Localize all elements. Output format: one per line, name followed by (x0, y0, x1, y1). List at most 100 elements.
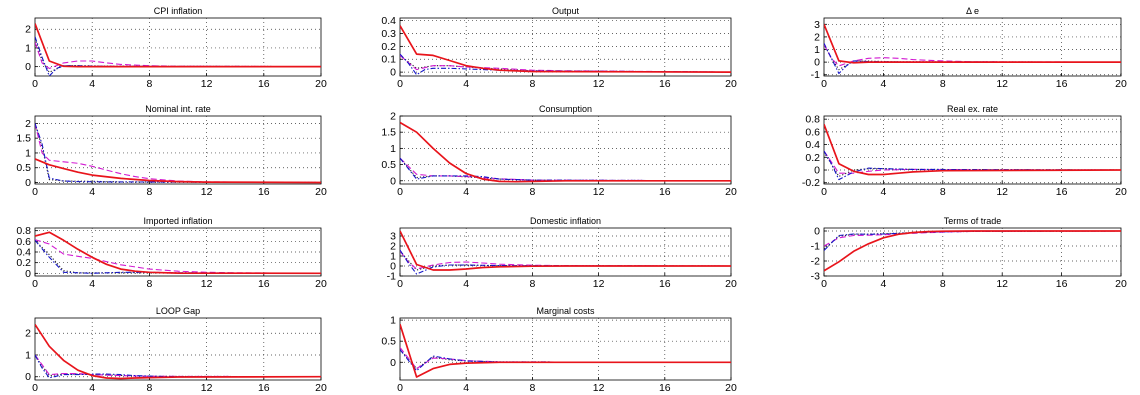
panel-title: LOOP Gap (156, 306, 200, 316)
x-tick-label: 0 (397, 278, 403, 290)
y-tick-label: 2 (25, 24, 31, 36)
x-tick-label: 0 (397, 382, 403, 394)
panel-title: Consumption (539, 104, 592, 114)
x-tick-label: 0 (397, 78, 403, 90)
x-tick-label: 12 (593, 186, 605, 198)
x-tick-label: 4 (880, 278, 886, 290)
x-tick-label: 12 (593, 278, 605, 290)
x-tick-label: 20 (725, 186, 737, 198)
panel-title: Nominal int. rate (145, 104, 211, 114)
x-tick-label: 4 (463, 78, 469, 90)
x-tick-label: 0 (821, 78, 827, 90)
x-tick-label: 0 (32, 382, 38, 394)
series-line-dash (400, 157, 731, 182)
y-tick-label: 0.4 (381, 15, 396, 27)
x-tick-label: 4 (89, 382, 95, 394)
series-line-solid (400, 324, 731, 378)
y-tick-label: 0.6 (805, 126, 820, 138)
panel-title: CPI inflation (154, 6, 203, 16)
y-tick-label: 1 (25, 147, 31, 159)
y-tick-label: 0 (814, 57, 820, 69)
y-tick-label: 0 (814, 226, 820, 238)
y-tick-label: 0.4 (16, 247, 31, 259)
x-tick-label: 16 (1056, 78, 1068, 90)
y-tick-label: -1 (387, 271, 396, 283)
x-tick-label: 20 (1115, 78, 1127, 90)
y-tick-label: 1 (390, 143, 396, 155)
x-tick-label: 0 (821, 278, 827, 290)
series-line-dotted (400, 349, 731, 370)
series-line-dash (824, 150, 1121, 174)
y-tick-label: 1 (25, 42, 31, 54)
x-tick-label: 8 (146, 278, 152, 290)
y-tick-label: 0.5 (16, 162, 31, 174)
y-tick-label: 1.5 (16, 133, 31, 145)
x-tick-label: 20 (1115, 186, 1127, 198)
x-tick-label: 8 (940, 186, 946, 198)
y-tick-label: 0 (390, 357, 396, 369)
panel-title: Imported inflation (143, 216, 212, 226)
x-tick-label: 4 (89, 78, 95, 90)
y-tick-label: 0.2 (381, 41, 396, 53)
x-tick-label: 16 (258, 78, 270, 90)
x-tick-label: 20 (315, 78, 327, 90)
x-tick-label: 8 (146, 186, 152, 198)
series-line-solid (400, 121, 731, 183)
y-tick-label: 0 (390, 175, 396, 187)
y-tick-label: -1 (811, 69, 820, 81)
series-line-dash (400, 250, 731, 270)
y-tick-label: -2 (811, 256, 820, 268)
x-tick-label: 20 (1115, 278, 1127, 290)
x-tick-label: 12 (593, 78, 605, 90)
panel-title: Domestic inflation (530, 216, 601, 226)
series-line-dashdot (400, 53, 731, 76)
plot-area (34, 227, 322, 277)
y-tick-label: 0 (25, 371, 31, 383)
x-tick-label: 0 (32, 78, 38, 90)
y-tick-label: 0.6 (16, 236, 31, 248)
y-tick-label: 2 (814, 31, 820, 43)
panel-title: Output (552, 6, 580, 16)
x-tick-label: 4 (463, 278, 469, 290)
y-tick-label: 0.1 (381, 54, 396, 66)
y-tick-label: 0 (390, 67, 396, 79)
series-line-dashdot (400, 249, 731, 275)
panel-title: Δ e (966, 6, 979, 16)
x-tick-label: 20 (315, 382, 327, 394)
x-tick-label: 12 (996, 278, 1008, 290)
y-tick-label: 1 (25, 349, 31, 361)
x-tick-label: 8 (940, 278, 946, 290)
x-tick-label: 12 (996, 78, 1008, 90)
x-tick-label: 4 (463, 382, 469, 394)
panel-title: Terms of trade (944, 216, 1002, 226)
series-line-dashdot (824, 150, 1121, 181)
x-tick-label: 16 (258, 278, 270, 290)
y-tick-label: 3 (814, 19, 820, 31)
panel-5: Consumption 0 4 8 12 16 20 0 0.5 1 1.5 2 (381, 104, 737, 198)
y-tick-label: 0.2 (16, 257, 31, 269)
y-tick-label: 1.5 (381, 127, 396, 139)
x-tick-label: 8 (529, 186, 535, 198)
series-line-solid (35, 231, 321, 275)
y-tick-label: 0 (814, 165, 820, 177)
x-tick-label: 12 (201, 78, 213, 90)
panel-title: Real ex. rate (947, 104, 998, 114)
y-tick-label: 0.2 (805, 152, 820, 164)
y-tick-label: -3 (811, 271, 820, 283)
series-line-dash (35, 42, 321, 70)
series-line-dotted (35, 239, 321, 274)
y-tick-label: 2 (25, 328, 31, 340)
x-tick-label: 8 (529, 382, 535, 394)
series-line-solid (824, 23, 1121, 64)
panel-title: Marginal costs (536, 306, 595, 316)
plot-area (823, 17, 1122, 77)
y-tick-label: 0.5 (381, 336, 396, 348)
x-tick-label: 16 (258, 382, 270, 394)
plot-area (399, 227, 732, 277)
x-tick-label: 4 (89, 278, 95, 290)
